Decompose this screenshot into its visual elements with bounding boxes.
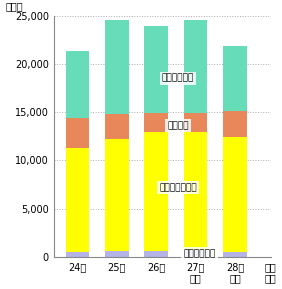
Bar bbox=[65, 148, 89, 252]
Y-axis label: 百万円: 百万円 bbox=[6, 1, 23, 11]
Text: 定額運用基金: 定額運用基金 bbox=[184, 249, 216, 258]
Bar bbox=[223, 252, 247, 257]
Bar bbox=[144, 26, 168, 113]
Bar bbox=[105, 20, 129, 114]
Bar bbox=[144, 251, 168, 257]
Bar bbox=[184, 113, 208, 132]
Bar bbox=[105, 139, 129, 251]
Text: 減債基金: 減債基金 bbox=[167, 121, 189, 130]
Bar bbox=[144, 113, 168, 132]
Bar bbox=[65, 51, 89, 118]
Text: 財政調整基金: 財政調整基金 bbox=[162, 74, 194, 83]
Bar bbox=[144, 132, 168, 251]
Bar bbox=[223, 46, 247, 111]
Bar bbox=[65, 118, 89, 148]
Bar bbox=[223, 137, 247, 252]
Text: その他特目基金: その他特目基金 bbox=[159, 183, 197, 192]
Bar bbox=[65, 252, 89, 257]
Bar bbox=[184, 250, 208, 257]
Bar bbox=[184, 20, 208, 113]
Bar bbox=[223, 111, 247, 137]
Bar bbox=[105, 114, 129, 139]
Bar bbox=[105, 251, 129, 257]
Bar bbox=[184, 132, 208, 250]
